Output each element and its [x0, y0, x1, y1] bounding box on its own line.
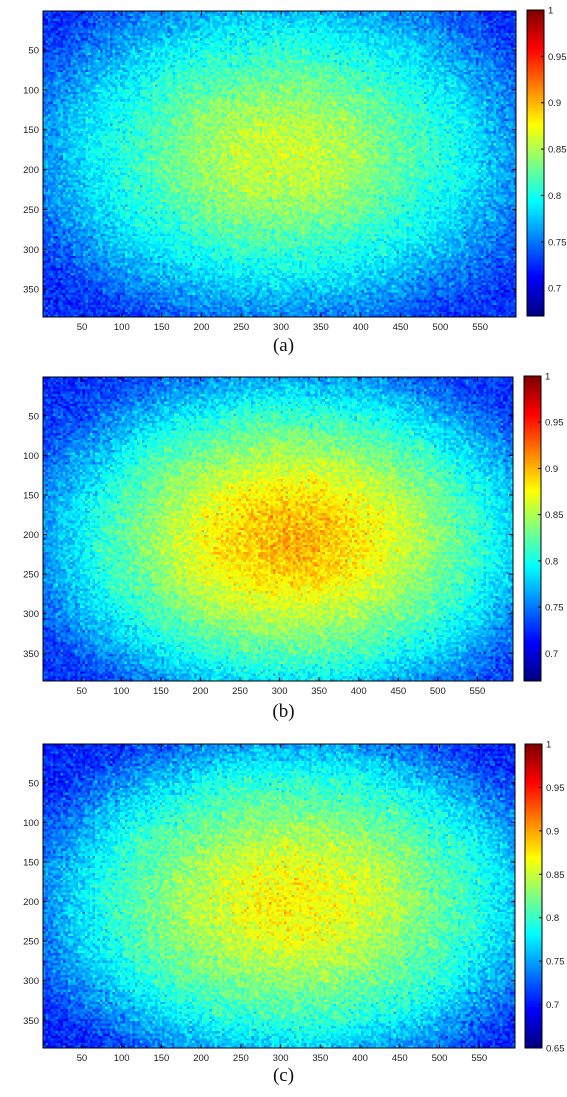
y-tick-label: 350	[23, 285, 39, 296]
x-tick-label: 150	[153, 686, 169, 697]
y-tick-label: 100	[23, 451, 39, 462]
colorbar-tick-label: 0.9	[548, 98, 561, 109]
colorbar-tick-label: 0.95	[548, 52, 567, 63]
colorbar-tick-label: 0.75	[545, 603, 564, 614]
colorbar-tick-label: 0.75	[546, 957, 565, 968]
colorbar-tick-label: 0.8	[546, 913, 559, 924]
colorbar-gradient	[525, 744, 542, 1048]
x-tick-label: 400	[351, 686, 367, 697]
colorbar-tick-label: 1	[545, 372, 550, 383]
panel-label: (c)	[272, 1065, 295, 1086]
colorbar-tick-label: 0.85	[548, 145, 567, 156]
x-tick-label: 550	[471, 1053, 487, 1064]
colorbar-tick-label: 0.65	[546, 1044, 565, 1055]
panel-label: (a)	[272, 335, 295, 356]
x-tick-label: 150	[153, 1053, 169, 1064]
x-tick-label: 500	[432, 322, 448, 333]
colorbar-gradient	[527, 10, 544, 316]
x-tick-label: 200	[193, 1053, 209, 1064]
colorbar-tick-label: 0.95	[546, 783, 565, 794]
colorbar-tick-label: 0.85	[546, 870, 565, 881]
axes-overlay: 50 100 150 200 250 300 350 400 450 500 550 50 100 150…	[23, 372, 564, 698]
colorbar-tick-label: 0.9	[546, 826, 559, 837]
y-tick-label: 250	[23, 205, 39, 216]
x-tick-label: 50	[77, 1053, 88, 1064]
colorbar-gradient	[524, 376, 541, 681]
x-tick-label: 300	[273, 322, 289, 333]
x-tick-label: 150	[154, 322, 170, 333]
x-tick-label: 300	[272, 686, 288, 697]
x-tick-label: 200	[194, 322, 210, 333]
colorbar-tick-label: 0.7	[546, 1000, 559, 1011]
heatmap-image	[43, 11, 516, 317]
y-tick-label: 200	[23, 897, 39, 908]
colorbar-frame	[526, 9, 545, 317]
x-tick-label: 400	[352, 1053, 368, 1064]
x-tick-label: 350	[311, 686, 327, 697]
x-tick-label: 50	[77, 322, 88, 333]
colorbar-tick-label: 0.85	[545, 510, 564, 521]
y-tick-label: 50	[28, 411, 39, 422]
x-tick-label: 300	[273, 1053, 289, 1064]
colorbar-tick-label: 0.95	[545, 418, 564, 429]
x-tick-label: 400	[353, 322, 369, 333]
y-tick-label: 300	[23, 609, 39, 620]
x-tick-label: 250	[233, 322, 249, 333]
heatmap-image	[43, 744, 515, 1048]
y-tick-label: 150	[23, 857, 39, 868]
y-tick-label: 100	[23, 818, 39, 829]
x-tick-label: 100	[114, 322, 130, 333]
y-tick-label: 200	[23, 530, 39, 541]
plot-frame	[42, 743, 516, 1049]
x-tick-label: 500	[432, 1053, 448, 1064]
x-tick-label: 50	[76, 686, 87, 697]
colorbar-tick-label: 1	[548, 6, 553, 17]
colorbar-tick-label: 0.8	[548, 191, 561, 202]
colorbar-tick-label: 0.9	[545, 464, 558, 475]
plot-frame	[42, 376, 514, 682]
x-tick-label: 500	[430, 686, 446, 697]
x-tick-label: 450	[393, 322, 409, 333]
colorbar-tick-label: 0.8	[545, 556, 558, 567]
colorbar-tick-label: 0.7	[545, 649, 558, 660]
axes-overlay: 50 100 150 200 250 300 350 400 450 500 550 50 100 150…	[23, 6, 567, 334]
panel-label: (b)	[272, 701, 295, 722]
x-tick-label: 450	[392, 1053, 408, 1064]
y-tick-label: 50	[28, 778, 39, 789]
figure-panel-a: 50 100 150 200 250 300 350 400 450 500 550 50 100 150…	[0, 0, 567, 365]
x-tick-label: 350	[312, 1053, 328, 1064]
x-tick-label: 550	[469, 686, 485, 697]
y-tick-label: 150	[23, 125, 39, 136]
y-tick-label: 350	[23, 649, 39, 660]
x-tick-label: 100	[114, 1053, 130, 1064]
figure-panel-c: 50 100 150 200 250 300 350 400 450 500 550 50 100 150…	[0, 732, 567, 1097]
colorbar-frame	[524, 743, 543, 1049]
figure-panel-b: 50 100 150 200 250 300 350 400 450 500 550 50 100 150…	[0, 366, 567, 731]
y-tick-label: 200	[23, 165, 39, 176]
plot-frame	[42, 10, 517, 318]
colorbar-tick-label: 0.75	[548, 237, 567, 248]
x-tick-label: 200	[193, 686, 209, 697]
axes-overlay: 50 100 150 200 250 300 350 400 450 500 550 50 100 150…	[23, 740, 565, 1065]
colorbar-frame	[523, 375, 542, 682]
colorbar-tick-label: 0.7	[548, 284, 561, 295]
x-tick-label: 250	[232, 686, 248, 697]
y-tick-label: 150	[23, 490, 39, 501]
x-tick-label: 450	[390, 686, 406, 697]
heatmap-image	[43, 377, 513, 681]
y-tick-label: 300	[23, 245, 39, 256]
x-tick-label: 550	[472, 322, 488, 333]
colorbar-tick-label: 1	[546, 740, 551, 751]
y-tick-label: 250	[23, 937, 39, 948]
y-tick-label: 50	[28, 46, 39, 57]
x-tick-label: 100	[113, 686, 129, 697]
y-tick-label: 100	[23, 85, 39, 96]
y-tick-label: 350	[23, 1016, 39, 1027]
x-tick-label: 250	[233, 1053, 249, 1064]
y-tick-label: 250	[23, 570, 39, 581]
x-tick-label: 350	[313, 322, 329, 333]
y-tick-label: 300	[23, 976, 39, 987]
